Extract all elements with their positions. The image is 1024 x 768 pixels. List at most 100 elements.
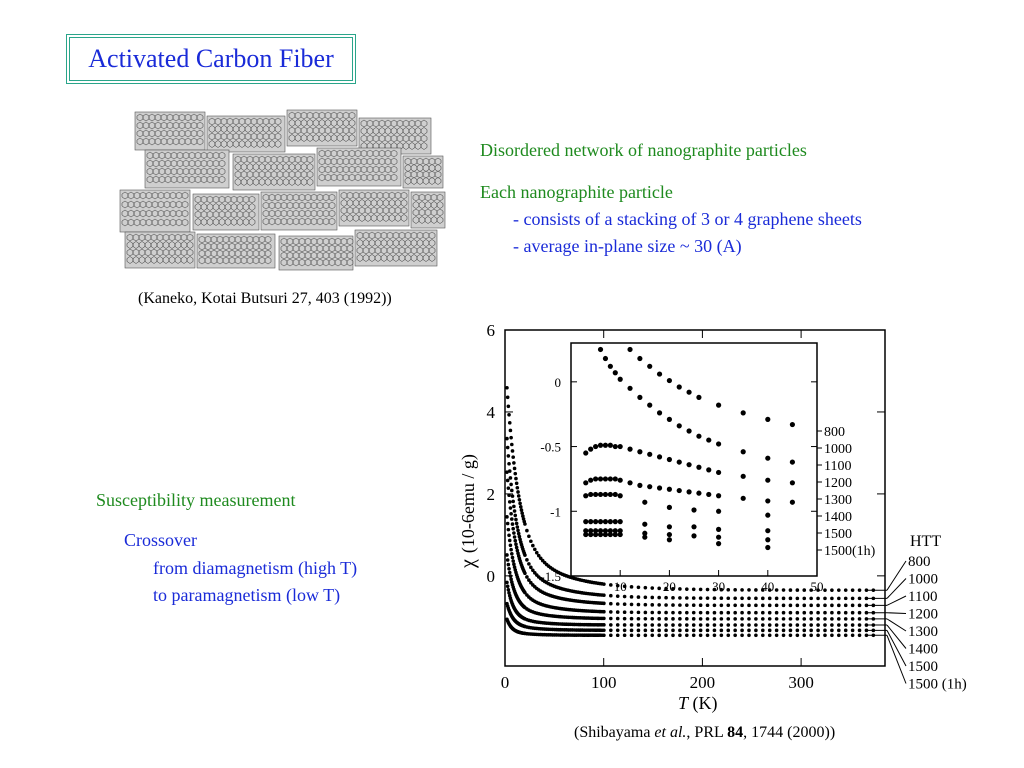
legend-label: 1500 <box>908 659 938 675</box>
data-point <box>512 565 517 569</box>
inset-y-tick-label: -1.5 <box>540 569 561 584</box>
description-line2: Each nanographite particle <box>480 182 673 202</box>
data-point <box>508 476 513 480</box>
inset-data-point <box>716 508 722 514</box>
data-point <box>664 617 668 621</box>
data-point <box>802 617 807 621</box>
data-point <box>506 587 511 592</box>
data-point <box>857 610 862 615</box>
data-point <box>629 610 634 615</box>
inset-data-point <box>607 491 613 498</box>
data-point <box>754 628 758 633</box>
data-point <box>671 603 675 607</box>
data-point <box>850 610 855 615</box>
data-point <box>788 617 793 621</box>
inset-data-point <box>627 385 633 391</box>
data-point <box>691 587 696 592</box>
data-point <box>698 610 703 615</box>
data-point <box>781 628 786 633</box>
inset-data-point <box>686 389 692 395</box>
data-point <box>664 633 668 638</box>
data-point <box>698 623 703 627</box>
inset-data-point <box>789 421 795 428</box>
inset-series <box>583 531 771 551</box>
data-point <box>636 616 641 621</box>
data-point <box>511 499 515 504</box>
inset-data-point <box>765 544 771 551</box>
y-tick-label: 0 <box>487 567 496 586</box>
data-point <box>509 511 513 516</box>
data-point <box>830 588 834 592</box>
data-point <box>705 628 710 633</box>
data-point <box>505 385 509 390</box>
data-point <box>754 603 758 608</box>
data-point <box>850 633 855 638</box>
data-point <box>505 470 509 474</box>
data-point <box>691 633 696 638</box>
data-point <box>719 633 724 638</box>
inset-data-point <box>696 394 702 400</box>
inset-data-point <box>627 346 633 353</box>
inset-data-point <box>597 491 604 498</box>
data-point <box>740 610 744 615</box>
legend-title: HTT <box>910 533 941 550</box>
inset-data-point <box>607 442 613 448</box>
inset-data-point <box>612 528 618 534</box>
data-point <box>781 633 786 638</box>
data-point <box>505 515 509 519</box>
inset-legend-label: 800 <box>824 425 845 440</box>
main-series <box>505 580 876 627</box>
data-point <box>602 609 606 614</box>
graphite-block <box>316 147 402 187</box>
inset-data-point <box>627 480 633 486</box>
measurement-heading: Susceptibility measurement <box>96 490 296 510</box>
data-point <box>795 588 800 592</box>
inset-series <box>583 491 771 518</box>
inset-x-tick-label: 30 <box>712 579 725 594</box>
inset-data-point <box>602 531 609 538</box>
inset-data-point <box>765 477 771 483</box>
data-point <box>816 617 820 621</box>
inset-data-point <box>706 491 712 498</box>
data-point <box>615 610 620 614</box>
data-point <box>802 596 807 601</box>
inset-data-point <box>676 459 682 465</box>
inset-legend-label: 1400 <box>824 510 852 525</box>
data-point <box>719 603 724 608</box>
data-point <box>514 542 518 547</box>
data-point <box>705 587 710 592</box>
data-point <box>850 628 855 633</box>
data-point <box>830 617 834 621</box>
data-point <box>515 525 520 529</box>
inset-data-point <box>607 476 613 482</box>
data-point <box>622 633 627 638</box>
main-series <box>505 385 876 592</box>
data-point <box>510 517 514 521</box>
graphite-block <box>206 115 286 153</box>
data-point <box>843 617 848 621</box>
data-point <box>622 616 627 621</box>
data-point <box>505 445 510 450</box>
y-axis-label: χ (10-6emu / g) <box>457 454 479 569</box>
data-point <box>712 628 717 633</box>
data-point <box>615 594 620 598</box>
data-point <box>664 628 668 633</box>
inset-data-point <box>740 473 746 479</box>
data-point <box>837 610 841 615</box>
data-point <box>747 617 751 621</box>
inset-data-point <box>602 476 609 482</box>
data-point <box>602 582 606 586</box>
data-point <box>505 553 509 557</box>
data-point <box>795 610 800 615</box>
data-point <box>505 436 509 441</box>
data-point <box>629 585 634 589</box>
data-point <box>509 577 513 581</box>
data-point <box>719 617 724 621</box>
data-point <box>657 586 661 591</box>
data-point <box>726 617 731 621</box>
inset-x-tick-label: 40 <box>761 579 774 594</box>
main-series <box>505 470 876 608</box>
data-point <box>615 623 620 627</box>
data-point <box>657 617 661 621</box>
inset-y-tick-label: 0 <box>555 375 562 390</box>
